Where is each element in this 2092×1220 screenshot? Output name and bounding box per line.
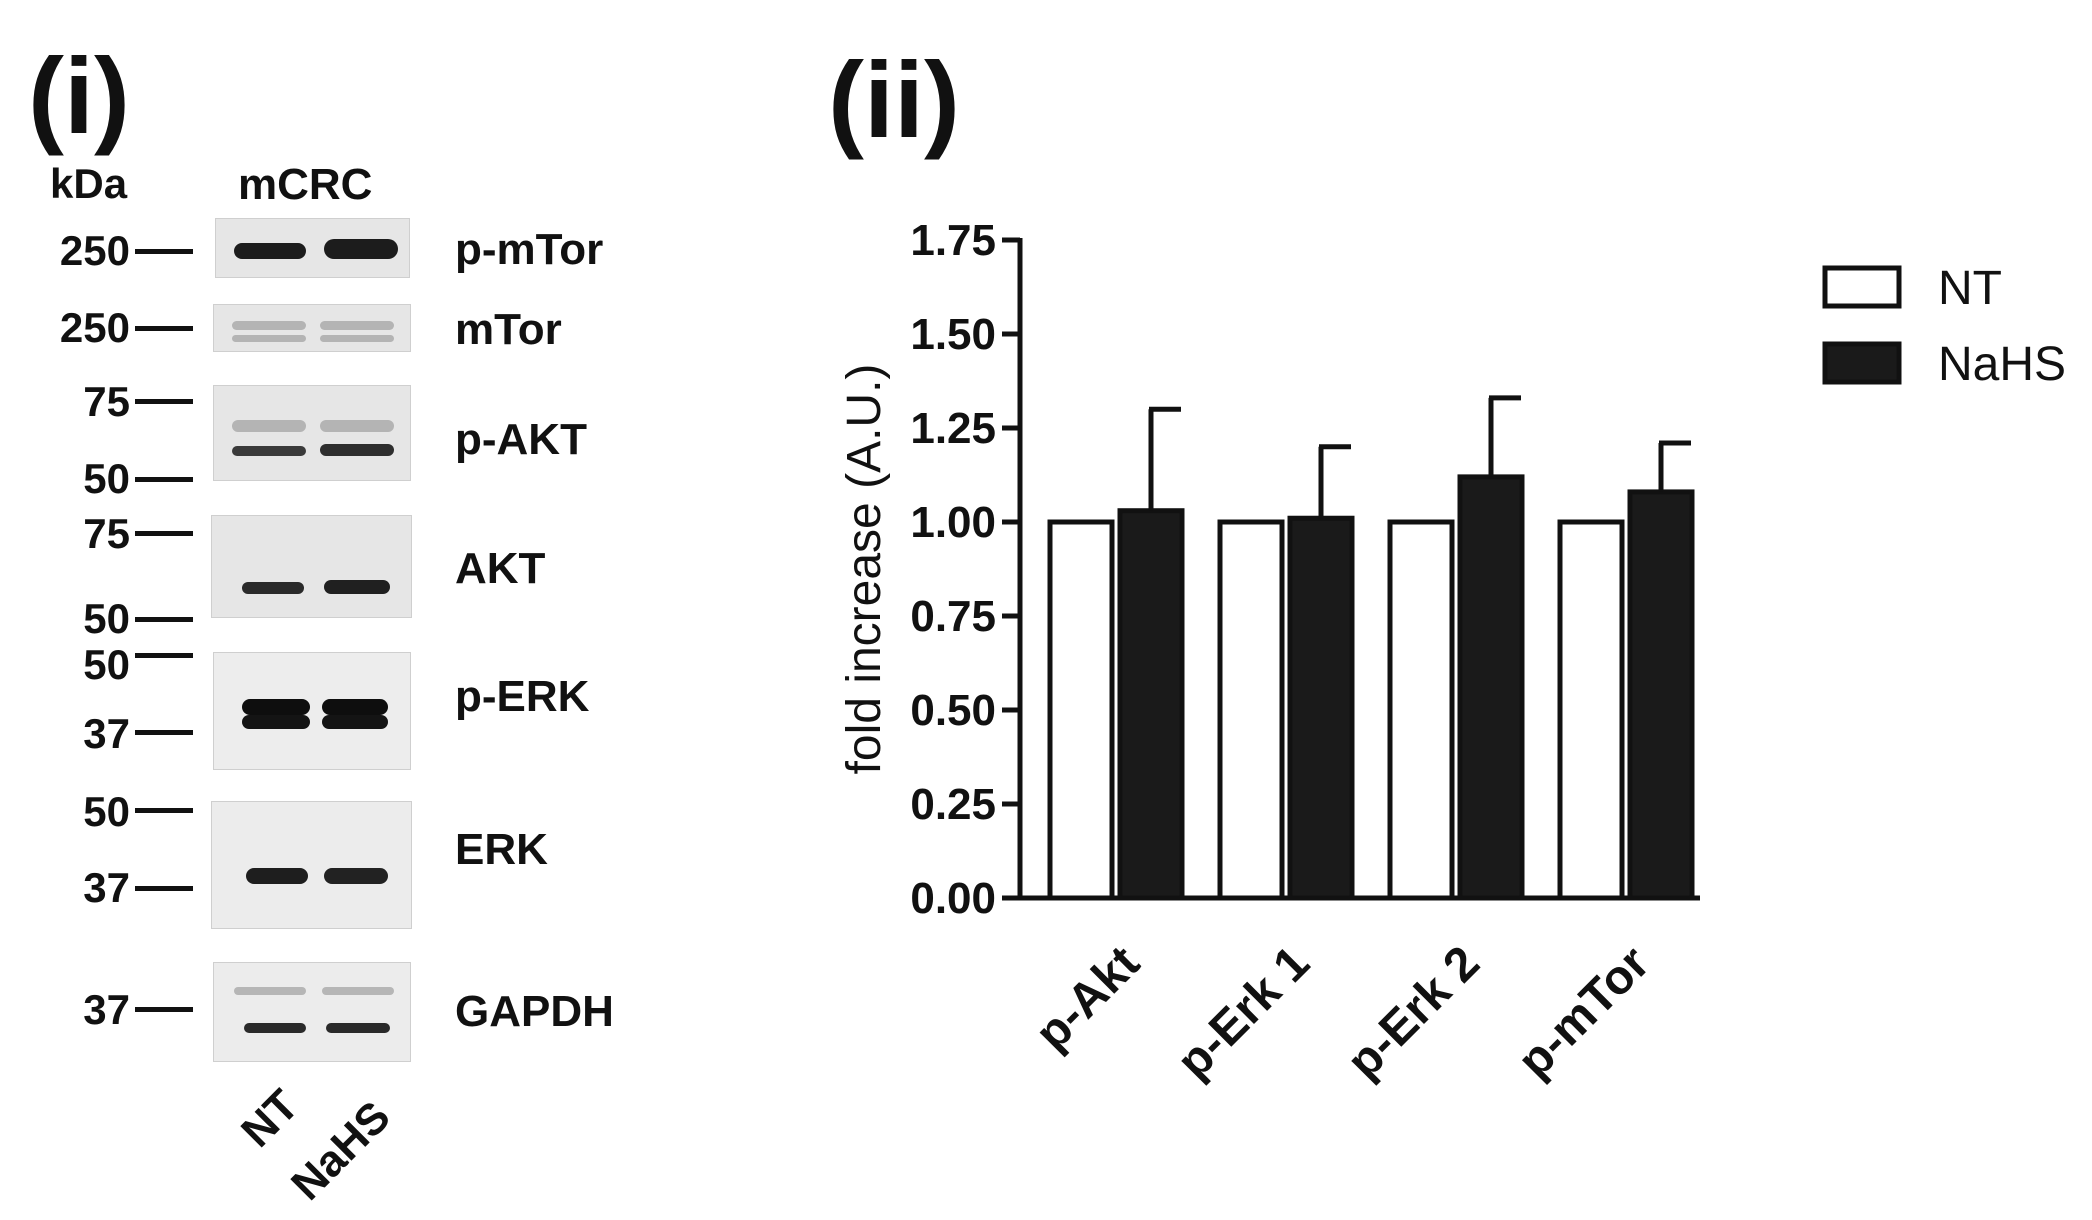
blot-gapdh xyxy=(213,962,411,1062)
mw-marker-37: 37 xyxy=(83,986,130,1033)
bar-nahs-p-erk-1 xyxy=(1287,515,1355,901)
bar-nt-p-akt xyxy=(1047,519,1115,901)
blot-akt xyxy=(211,515,412,618)
bar-nahs-p-mtor xyxy=(1627,489,1695,901)
kda-header: kDa xyxy=(50,160,128,207)
protein-label-p-mtor: p-mTor xyxy=(455,225,604,274)
x-category-label: p-mTor xyxy=(1508,936,1660,1088)
mw-marker-250: 250 xyxy=(59,304,130,351)
mw-marker-37: 37 xyxy=(83,710,130,757)
y-tick-label: 0.75 xyxy=(910,592,996,641)
y-tick-label: 1.50 xyxy=(910,310,996,359)
y-axis-label: fold increase (A.U.) xyxy=(838,364,891,775)
legend-swatch-nt xyxy=(1822,265,1902,309)
panel-i-label: (i) xyxy=(28,35,130,156)
blot-erk xyxy=(211,801,412,929)
y-tick-label: 1.75 xyxy=(910,216,996,265)
mw-marker-37: 37 xyxy=(83,864,130,911)
mw-tick xyxy=(135,477,193,482)
y-tick-label: 1.00 xyxy=(910,498,996,547)
mw-tick xyxy=(135,249,193,254)
bar-nt-p-erk-1 xyxy=(1217,519,1285,901)
mw-marker-50: 50 xyxy=(83,455,130,502)
mw-marker-250: 250 xyxy=(59,227,130,274)
mw-tick xyxy=(135,1007,193,1012)
y-tick-label: 1.25 xyxy=(910,404,996,453)
blot-p-erk xyxy=(213,652,411,770)
mw-marker-50: 50 xyxy=(83,788,130,835)
mw-tick xyxy=(135,653,193,658)
bar-nt-p-mtor xyxy=(1557,519,1625,901)
mw-tick xyxy=(135,730,193,735)
mw-tick xyxy=(135,617,193,622)
y-tick-label: 0.50 xyxy=(910,686,996,735)
protein-label-akt: AKT xyxy=(455,544,546,593)
legend-label-nahs: NaHS xyxy=(1938,338,2066,391)
panel-ii-label: (ii) xyxy=(828,39,960,160)
mw-marker-75: 75 xyxy=(83,378,130,425)
protein-label-erk: ERK xyxy=(455,825,548,874)
protein-label-mtor: mTor xyxy=(455,305,562,354)
blot-mtor xyxy=(213,304,411,352)
mw-tick xyxy=(135,531,193,536)
cell-line-header: mCRC xyxy=(238,160,373,209)
mw-tick xyxy=(135,326,193,331)
bar-nahs-p-akt xyxy=(1117,508,1185,901)
x-category-label: p-Erk 2 xyxy=(1337,936,1490,1089)
protein-label-gapdh: GAPDH xyxy=(455,987,614,1036)
legend-label-nt: NT xyxy=(1938,262,2002,315)
protein-label-p-akt: p-AKT xyxy=(455,415,587,464)
mw-marker-50: 50 xyxy=(83,641,130,688)
x-category-label: p-Akt xyxy=(1026,936,1150,1060)
protein-label-p-erk: p-ERK xyxy=(455,672,590,721)
bar-nahs-p-erk-2 xyxy=(1457,474,1525,901)
mw-tick xyxy=(135,886,193,891)
bar-nt-p-erk-2 xyxy=(1387,519,1455,901)
mw-tick xyxy=(135,808,193,813)
blot-p-akt xyxy=(213,385,411,481)
mw-tick xyxy=(135,399,193,404)
mw-marker-50: 50 xyxy=(83,595,130,642)
mw-marker-75: 75 xyxy=(83,510,130,557)
x-category-label: p-Erk 1 xyxy=(1167,936,1320,1089)
blot-p-mtor xyxy=(215,218,410,278)
legend-swatch-nahs xyxy=(1822,341,1902,385)
y-tick-label: 0.00 xyxy=(910,874,996,923)
y-tick-label: 0.25 xyxy=(910,780,996,829)
